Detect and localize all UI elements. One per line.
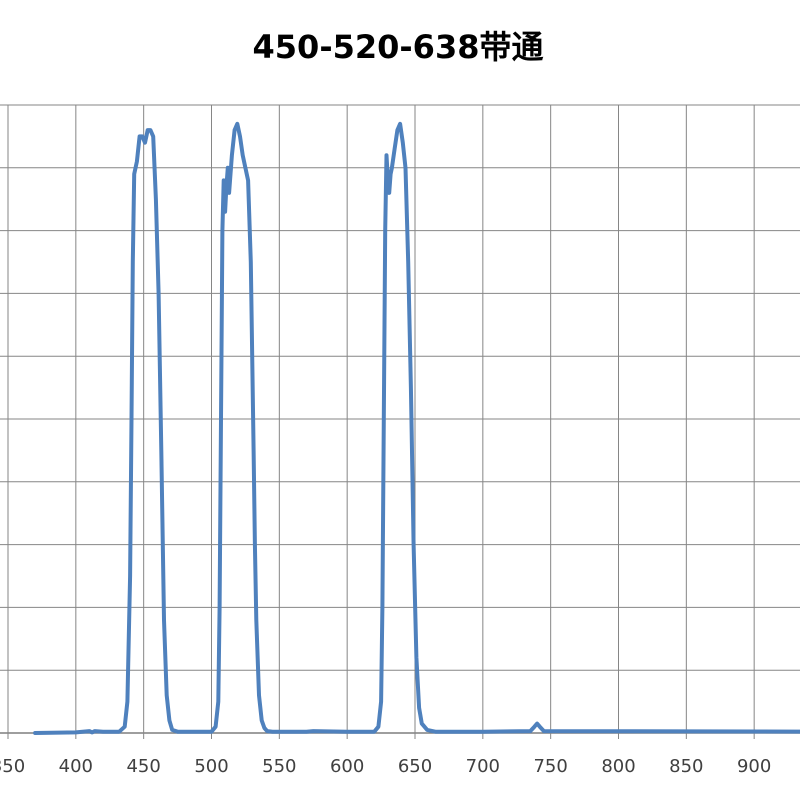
x-tick-label: 400: [59, 756, 93, 777]
x-tick-label: 800: [601, 756, 635, 777]
x-tick-label: 500: [194, 756, 228, 777]
series-layer: [33, 121, 800, 735]
x-tick-label: 900: [737, 756, 771, 777]
x-tick-label: 650: [398, 756, 432, 777]
x-tick-label: 350: [0, 756, 25, 777]
x-tick-label: 750: [533, 756, 567, 777]
x-tick-labels: 350400450500550600650700750800850900950: [0, 756, 771, 777]
chart-title: 450-520-638带通: [253, 28, 544, 66]
x-tick-label: 850: [669, 756, 703, 777]
transmission-series-line: [33, 121, 800, 735]
x-tick-label: 600: [330, 756, 364, 777]
x-tick-label: 550: [262, 756, 296, 777]
x-tick-label: 450: [126, 756, 160, 777]
x-tick-label: 700: [466, 756, 500, 777]
